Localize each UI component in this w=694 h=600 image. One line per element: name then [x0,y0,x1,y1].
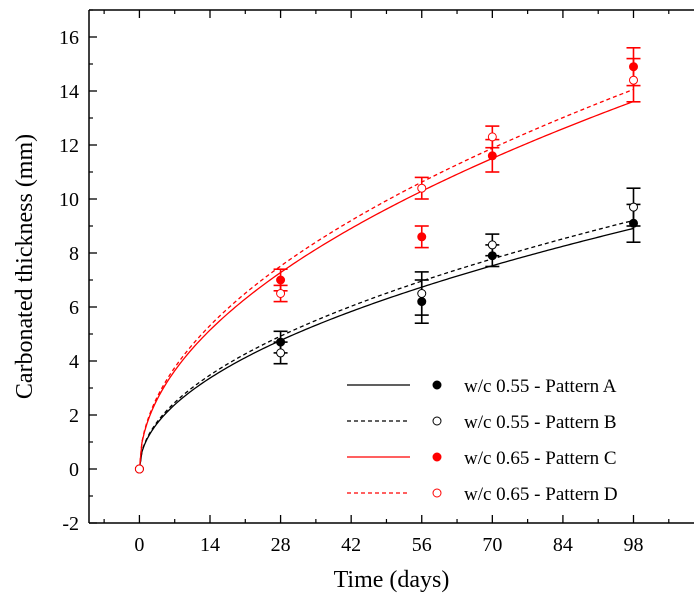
y-tick-label: 6 [69,297,79,319]
legend-marker-sample [432,416,442,426]
y-tick-label: 10 [59,189,79,211]
legend-item-2: w/c 0.55 - Pattern B [347,412,617,433]
fit-curve-series-3 [138,100,634,470]
legend: w/c 0.55 - Pattern A w/c 0.55 - Pattern B… [347,376,618,505]
y-axis-title: Carbonated thickness (mm) [12,134,38,399]
y-tick-label: 16 [59,27,79,49]
fit-curve-series-2 [138,219,634,470]
legend-label: w/c 0.55 - Pattern A [464,376,617,397]
x-axis-title: Time (days) [334,567,450,593]
legend-item-4: w/c 0.65 - Pattern D [347,484,618,505]
legend-item-1: w/c 0.55 - Pattern A [347,376,617,397]
legend-item-3: w/c 0.65 - Pattern C [347,448,617,469]
data-point-series-4 [276,289,286,298]
data-point-series-3 [629,62,638,72]
x-tick-label: 84 [553,534,573,556]
fit-curves [138,88,634,470]
data-point-series-2 [629,202,638,212]
x-tick-label: 0 [134,534,144,556]
y-tick-label: 12 [59,135,79,157]
x-tick-label: 98 [624,534,644,556]
data-point-series-1 [276,337,286,347]
x-tick-label: 28 [271,534,291,556]
fit-curve-series-4 [138,88,634,470]
legend-marker-sample [432,452,442,462]
y-tick-label: 8 [69,243,79,265]
plot-axes [88,9,694,524]
data-point-series-4 [629,75,638,85]
data-point-series-2 [487,240,497,250]
data-point-series-2 [276,348,286,358]
legend-marker-sample [432,380,442,390]
data-point-series-4 [417,183,427,193]
data-point-series-1 [629,218,638,228]
x-tick-label: 42 [341,534,361,556]
y-tick-label: 4 [69,351,79,373]
data-point-series-4 [134,464,144,474]
data-point-series-1 [417,297,427,307]
data-point-series-4 [487,132,497,142]
x-tick-label: 14 [200,534,220,556]
data-point-series-2 [417,289,427,298]
error-bars [273,46,641,365]
x-tick-label: 56 [412,534,432,556]
y-tick-label: 0 [69,459,79,481]
legend-label: w/c 0.65 - Pattern C [464,448,617,469]
fit-curve-series-1 [138,227,634,470]
legend-label: w/c 0.55 - Pattern B [464,412,617,433]
legend-marker-sample [432,488,442,498]
data-markers [134,62,638,474]
data-point-series-3 [276,275,286,285]
data-point-series-1 [487,251,497,261]
legend-label: w/c 0.65 - Pattern D [464,484,618,505]
data-point-series-3 [417,232,427,242]
data-point-series-3 [487,151,497,161]
x-tick-label: 70 [482,534,502,556]
y-tick-label: 2 [69,405,79,427]
y-tick-label: -2 [62,513,79,535]
y-tick-label: 14 [59,81,79,103]
tick-labels: 0 14 28 42 56 70 84 98 -2 0 2 4 6 8 10 12 14 16 [59,27,644,556]
